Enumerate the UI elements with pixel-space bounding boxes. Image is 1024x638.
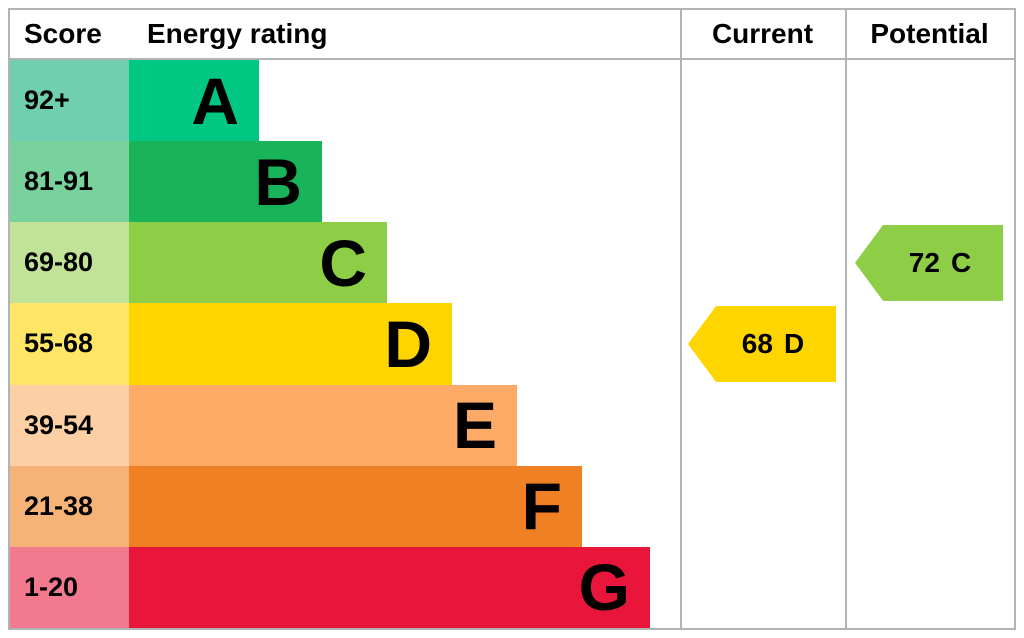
header-score: Score — [24, 18, 102, 49]
band-letter: C — [319, 225, 367, 300]
potential-arrow: 72 C — [855, 224, 1003, 301]
band-score: 92+ — [10, 60, 129, 142]
band-bar: C — [129, 222, 387, 304]
band-letter: A — [191, 63, 239, 138]
band-score: 21-38 — [10, 465, 129, 547]
header-row: Score Energy rating Current Potential — [10, 10, 1014, 60]
band-bar: D — [129, 303, 452, 385]
chart-body: 92+ A 81-91 B 69-80 C 55-68 — [10, 60, 1014, 628]
band-score: 55-68 — [10, 303, 129, 385]
header-energy-rating: Energy rating — [147, 18, 328, 49]
header-potential: Potential — [870, 18, 989, 49]
rating-bands: 92+ A 81-91 B 69-80 C 55-68 — [10, 60, 680, 628]
current-arrow: 68 D — [688, 306, 836, 382]
band-bar: A — [129, 60, 259, 142]
band-letter: G — [578, 550, 630, 625]
band-row-g: 1-20 G — [10, 546, 680, 628]
epc-rating-chart: Score Energy rating Current Potential 92… — [8, 8, 1016, 630]
current-rating-letter: D — [783, 328, 805, 359]
band-row-c: 69-80 C — [10, 222, 680, 304]
band-score: 39-54 — [10, 384, 129, 466]
band-score: 69-80 — [10, 222, 129, 304]
band-bar: G — [129, 546, 650, 628]
band-row-a: 92+ A — [10, 60, 680, 142]
band-row-e: 39-54 E — [10, 384, 680, 466]
current-score-value: 68 — [741, 328, 773, 359]
band-letter: B — [254, 144, 302, 219]
band-letter: E — [452, 388, 497, 463]
band-letter: D — [384, 306, 432, 381]
band-bar: F — [129, 465, 582, 547]
band-bar: E — [129, 384, 517, 466]
potential-score-value: 72 — [908, 246, 940, 278]
band-bar: B — [129, 141, 322, 223]
band-score: 1-20 — [10, 546, 129, 628]
band-row-b: 81-91 B — [10, 141, 680, 223]
potential-rating-letter: C — [950, 246, 972, 278]
header-current: Current — [711, 18, 814, 49]
band-row-f: 21-38 F — [10, 465, 680, 547]
band-row-d: 55-68 D — [10, 303, 680, 385]
band-score: 81-91 — [10, 141, 129, 223]
band-letter: F — [521, 469, 562, 544]
